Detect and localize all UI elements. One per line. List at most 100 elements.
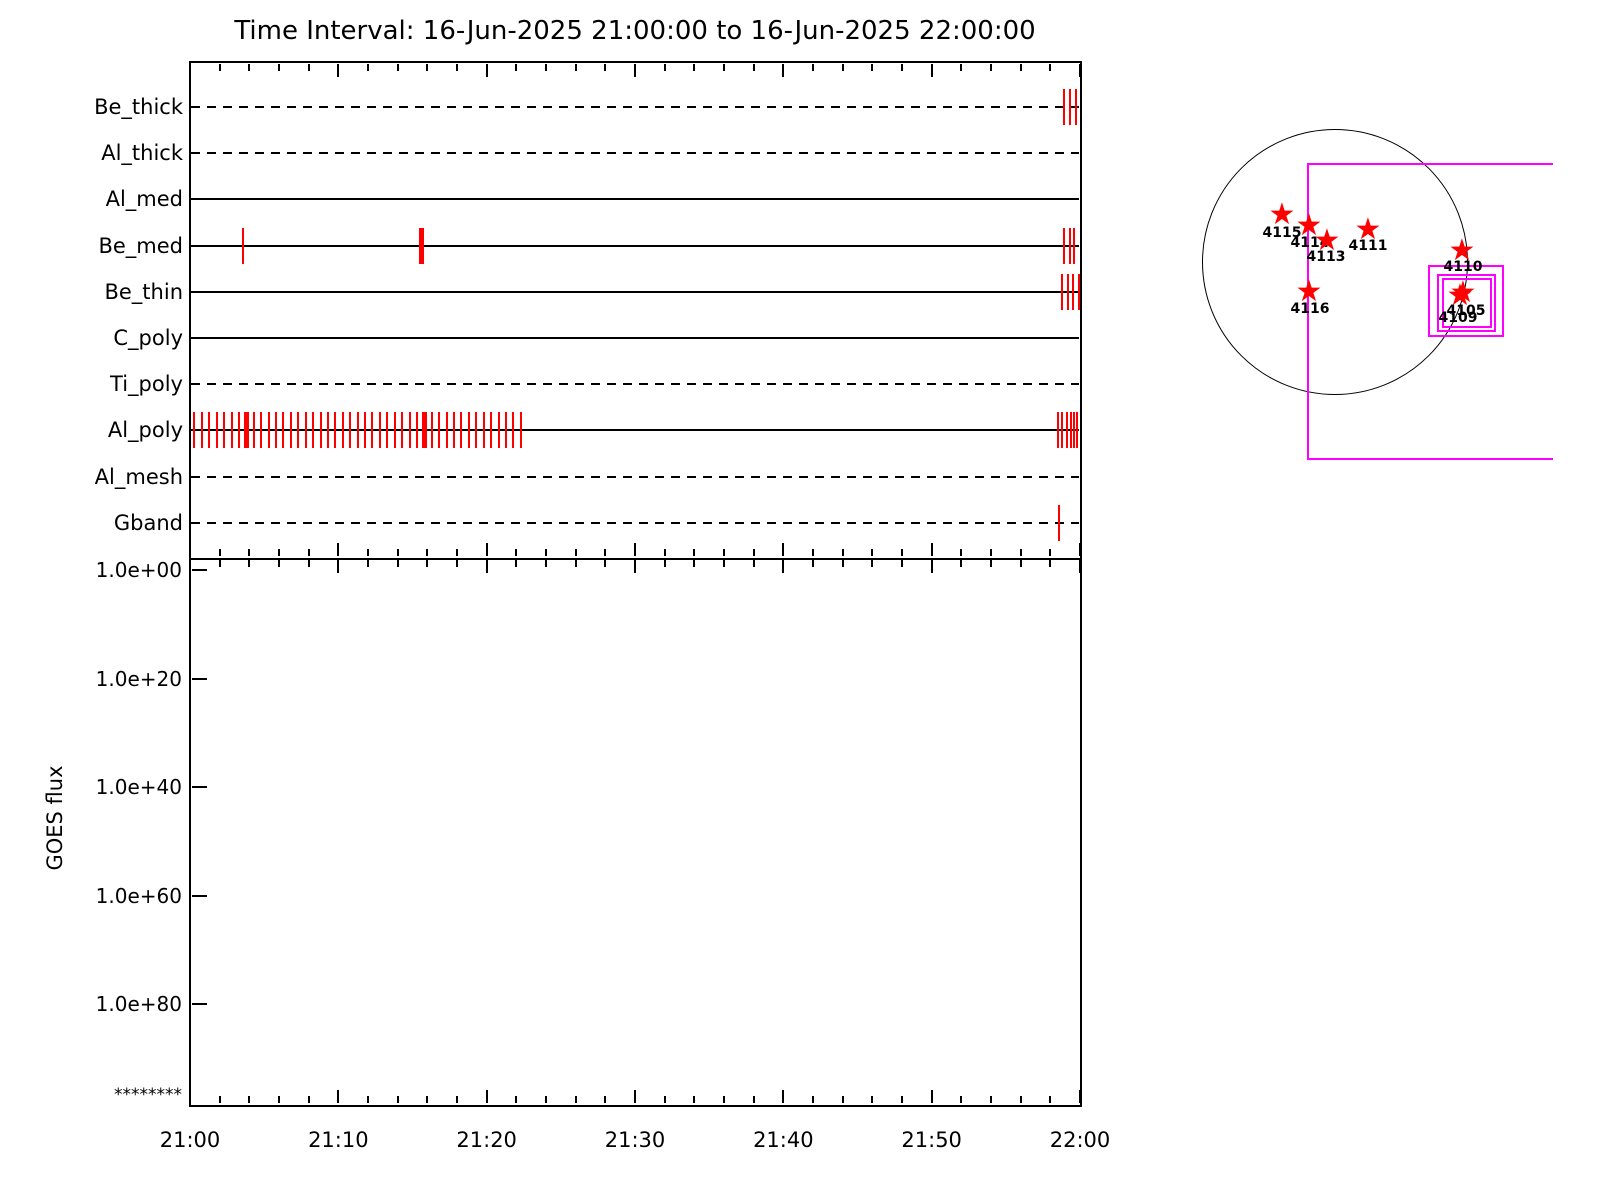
- filter-row-label: Be_thick: [94, 95, 183, 119]
- star-icon: ★: [1295, 273, 1323, 309]
- exposure-tick: [1073, 412, 1076, 449]
- axis-tick: [1019, 64, 1022, 71]
- fov-open-rect-top: [1307, 163, 1553, 165]
- axis-tick: [782, 1090, 785, 1103]
- axis-tick: [218, 549, 221, 556]
- exposure-tick: [275, 412, 278, 449]
- axis-tick: [604, 549, 607, 556]
- axis-tick: [693, 1096, 696, 1103]
- axis-tick: [871, 560, 874, 567]
- exposure-tick: [1065, 412, 1068, 449]
- exposure-tick: [438, 412, 441, 449]
- y-tick: [192, 1003, 207, 1005]
- axis-tick: [901, 549, 903, 556]
- axis-tick: [1049, 549, 1052, 556]
- exposure-tick: [497, 412, 500, 449]
- filter-row-label: Al_poly: [107, 418, 183, 443]
- exposure-tick: [430, 412, 433, 449]
- axis-tick: [396, 1096, 399, 1103]
- y-tick-label: 1.0e+40: [95, 775, 182, 799]
- axis-tick: [337, 560, 340, 573]
- axis-tick: [367, 64, 369, 71]
- axis-tick: [752, 560, 755, 567]
- exposure-tick: [1068, 227, 1071, 264]
- axis-tick: [367, 1096, 369, 1103]
- axis-tick: [456, 560, 458, 567]
- axis-tick: [782, 543, 785, 556]
- axis-tick: [1019, 560, 1022, 567]
- axis-tick: [723, 549, 725, 556]
- axis-tick: [1049, 64, 1052, 71]
- exposure-tick: [282, 412, 285, 449]
- active-region-label: 4111: [1348, 238, 1388, 254]
- y-tick-label: 1.0e+60: [95, 883, 182, 908]
- solar-disk-circle: [1202, 129, 1468, 395]
- axis-tick: [396, 64, 399, 71]
- filter-row-label: C_poly: [113, 326, 183, 350]
- axis-tick: [841, 549, 844, 556]
- exposure-tick: [512, 412, 515, 449]
- filter-row-label: Gband: [113, 510, 183, 535]
- x-tick-label: 21:30: [604, 1128, 666, 1152]
- axis-tick: [367, 549, 369, 556]
- axis-tick: [634, 543, 636, 556]
- exposure-tick: [341, 412, 344, 449]
- axis-tick: [841, 560, 844, 567]
- filter-row-label: Be_med: [98, 233, 183, 258]
- axis-tick: [485, 1090, 488, 1103]
- axis-tick: [960, 549, 963, 556]
- axis-tick: [812, 1096, 814, 1103]
- exposure-tick: [421, 412, 427, 449]
- axis-tick: [604, 560, 607, 567]
- page-title: Time Interval: 16-Jun-2025 21:00:00 to 1…: [234, 16, 1036, 46]
- exposure-tick: [490, 412, 493, 449]
- axis-tick: [574, 64, 577, 71]
- axis-tick: [189, 560, 191, 573]
- filter-row-line: [191, 383, 1079, 386]
- axis-tick: [1049, 1096, 1052, 1103]
- axis-tick: [930, 64, 933, 77]
- active-region-label: 4113: [1306, 249, 1346, 265]
- exposure-tick: [193, 412, 196, 449]
- axis-tick: [574, 560, 577, 567]
- axis-tick: [663, 64, 666, 71]
- axis-tick: [515, 64, 518, 71]
- exposure-tick: [364, 412, 367, 449]
- axis-tick: [871, 1096, 874, 1103]
- axis-tick: [456, 1096, 458, 1103]
- exposure-tick: [267, 412, 270, 449]
- axis-tick: [189, 64, 191, 77]
- filter-row-label: Al_thick: [101, 141, 183, 166]
- exposure-tick: [252, 412, 255, 449]
- axis-tick: [1079, 543, 1081, 556]
- axis-tick: [248, 549, 251, 556]
- exposure-tick: [482, 412, 485, 449]
- axis-tick: [634, 64, 636, 77]
- axis-tick: [871, 64, 874, 71]
- fov-box-mid: [1437, 274, 1496, 332]
- exposure-tick: [475, 412, 478, 449]
- axis-tick: [485, 560, 488, 573]
- exposure-tick: [504, 412, 507, 449]
- axis-tick: [1049, 560, 1052, 567]
- axis-tick: [990, 549, 992, 556]
- fov-open-rect-bottom: [1307, 458, 1553, 460]
- exposure-tick: [230, 412, 233, 449]
- axis-tick: [426, 560, 429, 567]
- exposure-tick: [304, 412, 307, 449]
- axis-tick: [693, 560, 696, 567]
- exposure-tick: [1062, 89, 1065, 125]
- axis-tick: [456, 549, 458, 556]
- axis-tick: [812, 64, 814, 71]
- exposure-tick: [460, 412, 463, 449]
- y-tick: [192, 677, 207, 680]
- x-tick-label: 21:20: [456, 1128, 517, 1152]
- axis-tick: [515, 1096, 518, 1103]
- axis-tick: [960, 560, 963, 567]
- axis-tick: [901, 560, 903, 567]
- x-tick-label: 21:10: [308, 1128, 369, 1152]
- axis-tick: [545, 64, 547, 71]
- axis-tick: [248, 1096, 251, 1103]
- exposure-tick: [208, 412, 211, 449]
- axis-tick: [485, 543, 488, 556]
